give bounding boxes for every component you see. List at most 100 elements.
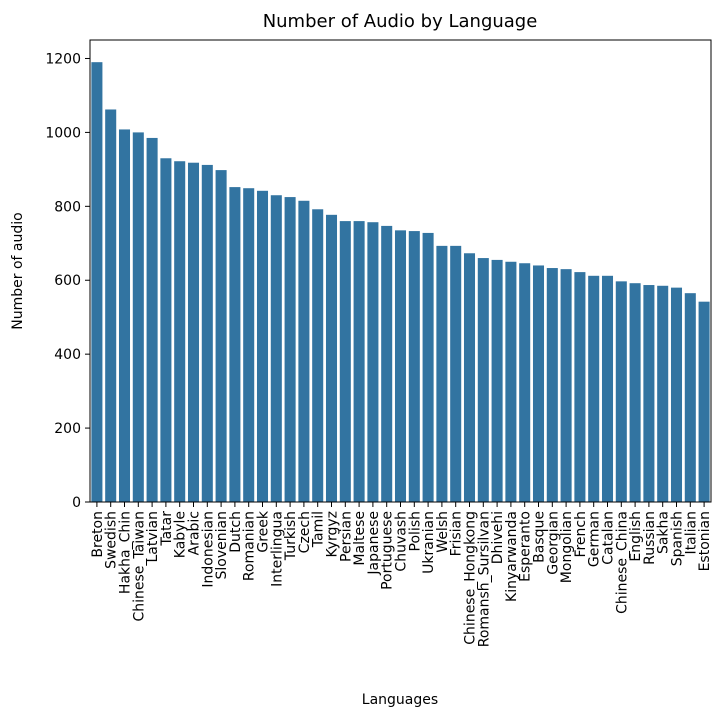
- bar-portuguese: [381, 225, 393, 502]
- y-axis-label: Number of audio: [10, 212, 26, 329]
- y-tick-label: 0: [72, 495, 81, 511]
- bar-romansh-sursilvan: [477, 258, 489, 502]
- bar-dhivehi: [491, 259, 503, 502]
- bar-estonian: [698, 301, 710, 502]
- x-tick-label: Chinese_China: [614, 511, 630, 614]
- x-tick-label: English: [628, 511, 644, 562]
- bar-indonesian: [201, 164, 213, 503]
- x-tick-label: Slovenian: [214, 511, 230, 579]
- bar-japanese: [367, 222, 379, 502]
- x-tick-label: Ukranian: [421, 511, 437, 574]
- bar-chuvash: [394, 230, 407, 502]
- bar-catalan: [601, 275, 614, 502]
- x-tick-label: Turkish: [283, 511, 299, 561]
- bar-romanian: [243, 188, 255, 502]
- x-tick-label: Arabic: [187, 511, 203, 555]
- y-tick-label: 400: [54, 347, 81, 363]
- bar-kinyarwanda: [505, 261, 517, 502]
- bar-hakha-chin: [118, 129, 131, 502]
- x-tick-label: Polish: [407, 511, 423, 551]
- x-axis-ticks: BretonSwedishHakha_ChinChinese_TaiwanLat…: [90, 502, 713, 647]
- x-tick-label: Dhivehi: [490, 511, 506, 564]
- bar-italian: [684, 293, 696, 502]
- x-tick-label: Kinyarwanda: [504, 511, 520, 602]
- bar-ukranian: [422, 232, 434, 502]
- bar-german: [588, 275, 600, 502]
- bar-swedish: [105, 109, 117, 502]
- bar-tatar: [160, 158, 172, 502]
- bar-tamil: [312, 209, 324, 502]
- x-tick-label: Russian: [642, 511, 658, 565]
- x-tick-label: Swedish: [104, 511, 120, 569]
- x-tick-label: Tamil: [311, 511, 327, 548]
- x-tick-label: Maltese: [352, 511, 368, 566]
- bar-frisian: [450, 245, 462, 502]
- x-tick-label: Romanian: [242, 511, 258, 581]
- bar-georgian: [546, 268, 558, 502]
- bar-maltese: [353, 221, 365, 502]
- x-tick-label: Breton: [90, 511, 106, 558]
- y-tick-label: 200: [54, 421, 81, 437]
- bar-basque: [532, 265, 545, 502]
- bar-dutch: [229, 187, 241, 502]
- x-tick-label: Portuguese: [380, 511, 396, 590]
- bar-turkish: [284, 197, 296, 502]
- y-tick-label: 1000: [45, 125, 81, 141]
- bar-interlingua: [270, 195, 282, 503]
- chart-title: Number of Audio by Language: [263, 11, 538, 32]
- x-tick-label: Hakha_Chin: [118, 511, 134, 594]
- x-tick-label: Kabyle: [173, 511, 189, 558]
- bar-kabyle: [174, 161, 186, 503]
- bar-persian: [339, 221, 351, 502]
- x-tick-label: Frisian: [449, 511, 465, 556]
- bar-chinese-china: [615, 281, 627, 502]
- bar-czech: [298, 200, 310, 502]
- bar-polish: [408, 231, 420, 502]
- x-tick-label: Latvian: [145, 511, 161, 563]
- x-tick-label: Greek: [256, 510, 272, 553]
- x-tick-label: Mongolian: [559, 511, 575, 583]
- bars-group: [91, 62, 710, 503]
- x-tick-label: Catalan: [601, 511, 617, 565]
- bar-chinese-taiwan: [132, 132, 144, 502]
- bar-slovenian: [215, 170, 227, 502]
- bar-greek: [256, 190, 269, 503]
- x-tick-label: Romansh_Sursilvan: [476, 511, 492, 647]
- x-tick-label: Chinese_Taiwan: [131, 511, 147, 622]
- bar-latvian: [146, 137, 158, 502]
- y-tick-label: 800: [54, 199, 81, 215]
- x-tick-label: Spanish: [670, 511, 686, 566]
- x-tick-label: Italian: [683, 511, 699, 554]
- x-tick-label: Georgian: [545, 511, 561, 575]
- x-tick-label: Chinese_Hongkong: [463, 511, 479, 645]
- bar-welsh: [436, 245, 448, 502]
- x-tick-label: Welsh: [435, 511, 451, 553]
- bar-russian: [643, 285, 655, 502]
- bar-english: [629, 283, 641, 502]
- x-tick-label: Basque: [532, 511, 548, 563]
- bar-kyrgyz: [325, 214, 338, 502]
- x-tick-label: Persian: [338, 511, 354, 562]
- x-tick-label: Estonian: [697, 511, 713, 571]
- x-tick-label: Japanese: [366, 511, 382, 576]
- x-tick-label: Kyrgyz: [325, 511, 341, 557]
- x-tick-label: Tatar: [159, 511, 175, 547]
- y-tick-label: 1200: [45, 51, 81, 67]
- x-tick-label: Chuvash: [394, 511, 410, 572]
- x-tick-label: German: [587, 511, 603, 567]
- bar-esperanto: [519, 263, 531, 502]
- y-axis-ticks: 0 200 400 600 800 1000 1200: [45, 51, 90, 511]
- bar-mongolian: [560, 269, 572, 502]
- bar-spanish: [670, 287, 683, 502]
- plot-frame: [89, 39, 712, 503]
- x-tick-label: Interlingua: [269, 511, 285, 587]
- x-tick-label: Indonesian: [200, 511, 216, 588]
- x-tick-label: Sakha: [656, 511, 672, 554]
- y-tick-label: 600: [54, 273, 81, 289]
- bar-sakha: [657, 285, 669, 502]
- x-tick-label: Esperanto: [518, 511, 534, 582]
- bar-breton: [91, 62, 103, 503]
- bar-french: [574, 272, 586, 502]
- x-tick-label: Czech: [297, 511, 313, 553]
